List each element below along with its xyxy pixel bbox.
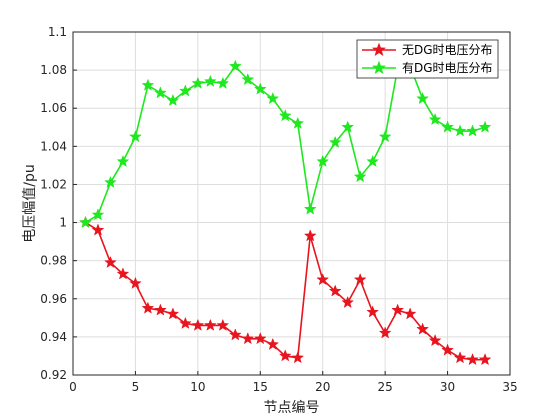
data-point-star [316,154,330,168]
x-tick-label: 35 [502,380,517,394]
data-point-star [278,109,292,122]
y-tick-label: 0.92 [40,368,67,382]
x-tick-label: 30 [440,380,455,394]
data-point-star [91,208,105,221]
data-point-star [228,59,242,72]
x-tick-label: 0 [69,380,77,394]
data-point-star [154,86,167,99]
data-point-star [266,91,280,105]
data-point-star [391,303,405,316]
plot-area [73,32,510,375]
data-point-star [378,130,392,143]
data-point-star [316,273,330,286]
data-point-star [91,223,105,236]
y-tick-label: 1.06 [40,101,67,115]
x-axis-label: 节点编号 [264,400,320,416]
data-point-star [478,120,492,133]
data-point-star [104,255,117,269]
data-point-star [428,333,442,347]
data-point-star [191,318,205,331]
data-point-star [253,332,267,345]
legend-label-with-dg: 有DG时电压分布 [402,61,493,75]
data-point-star [116,267,130,280]
data-point-star [241,332,255,345]
data-point-star [328,135,342,148]
data-point-star [341,295,355,309]
x-tick-label: 5 [132,380,140,394]
data-point-star [341,120,355,133]
x-tick-label: 20 [315,380,330,394]
data-point-star [266,337,280,350]
y-tick-label: 1 [59,216,67,230]
data-point-star [178,84,192,97]
x-axis-ticks: 0 5 10 15 20 25 30 35 [69,371,518,394]
y-tick-label: 1.1 [48,25,67,39]
x-tick-label: 10 [190,380,205,394]
series-1 [79,59,492,228]
legend-marker-no-dg [371,42,387,57]
data-point-star [416,322,429,335]
data-point-star [104,175,117,188]
data-point-star [166,93,180,107]
data-point-star [116,154,130,168]
data-point-star [478,353,492,366]
y-tick-label: 1.04 [40,139,67,153]
data-point-star [129,276,142,289]
data-point-star [241,72,255,86]
data-point-star [278,349,292,362]
series-group [79,59,492,366]
x-tick-label: 15 [253,380,268,394]
data-point-star [166,307,180,320]
data-point-star [141,78,155,91]
data-point-star [441,343,454,356]
data-point-star [403,307,417,320]
data-point-star [366,154,380,168]
data-point-star [466,353,479,366]
data-point-star [466,124,479,137]
y-tick-label: 1.02 [40,177,67,191]
series-0 [79,215,492,366]
data-point-star [253,82,267,95]
data-point-star [428,112,442,126]
y-tick-label: 1.08 [40,63,67,77]
y-tick-label: 0.98 [40,254,67,268]
data-point-star [328,284,342,297]
y-axis-label: 电压幅值/pu [22,164,38,242]
data-point-star [154,303,167,316]
data-point-star [191,76,205,89]
data-point-star [228,328,242,341]
data-point-star [178,316,192,329]
data-point-star [378,326,392,339]
data-point-star [79,215,92,228]
y-axis-ticks: 0.92 0.94 0.96 0.98 1 1.02 1.04 1.06 1.08 1.1 [40,25,77,382]
data-point-star [203,318,217,331]
legend-marker-with-dg [371,60,387,75]
data-point-star [353,170,367,183]
y-tick-label: 0.96 [40,292,67,306]
legend-label-no-dg: 无DG时电压分布 [402,43,493,57]
data-point-star [366,305,380,318]
data-point-star [291,116,305,129]
data-point-star [216,76,230,89]
data-point-star [141,301,155,314]
data-point-star [441,120,454,133]
data-point-star [303,229,317,242]
plot-frame [72,31,511,376]
x-tick-label: 25 [378,380,393,394]
data-point-star [453,351,467,364]
data-point-star [303,202,317,215]
data-point-star [353,273,367,286]
data-point-star [291,351,305,364]
y-tick-label: 0.94 [40,330,67,344]
data-point-star [203,74,217,87]
data-point-star [216,318,230,331]
data-point-star [129,130,142,143]
data-point-star [453,124,467,137]
legend: 无DG时电压分布 有DG时电压分布 [356,39,499,79]
data-point-star [416,91,429,105]
